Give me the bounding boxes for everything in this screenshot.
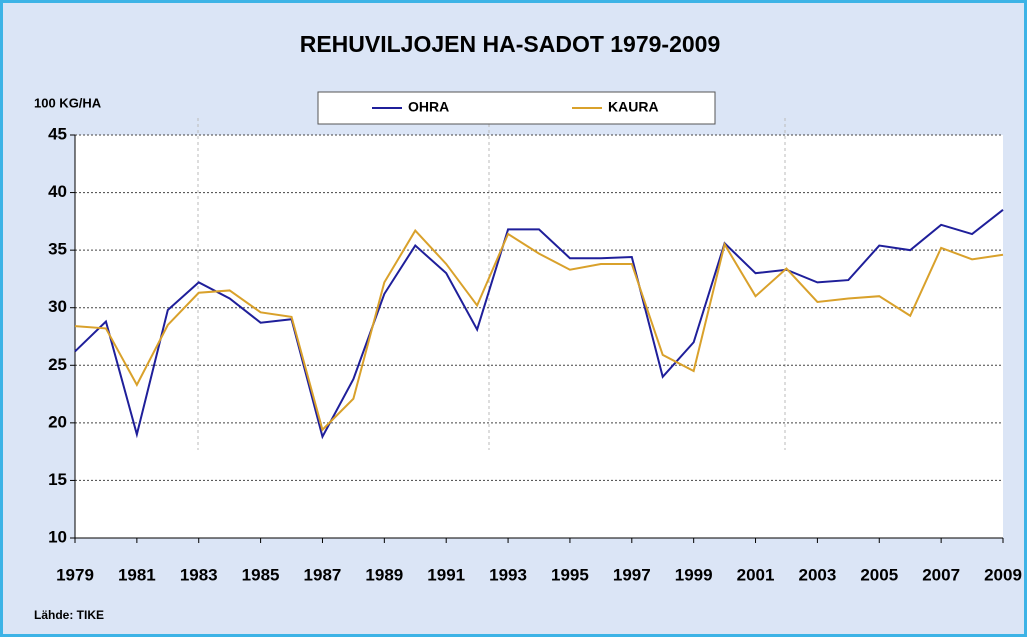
- source: Lähde: TIKE: [34, 608, 104, 622]
- y-tick-label: 40: [48, 182, 67, 201]
- y-tick-label: 35: [48, 240, 67, 259]
- legend-label: KAURA: [608, 99, 659, 115]
- y-tick-label: 10: [48, 527, 67, 546]
- x-tick-label: 1989: [365, 565, 403, 584]
- x-tick-label: 2007: [922, 565, 960, 584]
- x-tick-label: 1999: [675, 565, 713, 584]
- line: [74, 209, 1004, 440]
- y-tick-label: 15: [48, 470, 67, 489]
- chart-title: REHUVILJOJEN HA-SADOT 1979-2009: [300, 31, 721, 57]
- x-tick-label: 1981: [118, 565, 156, 584]
- x-tick-label: 2001: [737, 565, 775, 584]
- plot-area: [75, 135, 1003, 538]
- x-tick-label: 2009: [984, 565, 1022, 584]
- y-tick-label: 20: [48, 412, 67, 431]
- x-tick-label: 2005: [860, 565, 898, 584]
- x-tick-label: 1987: [304, 565, 342, 584]
- legend-label: OHRA: [408, 99, 449, 115]
- x-tick-label: 1979: [56, 565, 94, 584]
- decor-lines: [197, 118, 786, 450]
- x-tick-label: 1991: [427, 565, 465, 584]
- x-tick-label: 1985: [242, 565, 280, 584]
- line: [74, 228, 1004, 432]
- x-tick-label: 1993: [489, 565, 527, 584]
- x-tick-label: 1983: [180, 565, 218, 584]
- y-axis-label: 100 KG/HA: [34, 95, 102, 110]
- y-tick-label: 25: [48, 355, 67, 374]
- x-tick-label: 2003: [798, 565, 836, 584]
- x-tick-label: 1995: [551, 565, 589, 584]
- x-tick-label: 1997: [613, 565, 651, 584]
- y-tick-label: 30: [48, 297, 67, 316]
- y-tick-label: 45: [48, 124, 67, 143]
